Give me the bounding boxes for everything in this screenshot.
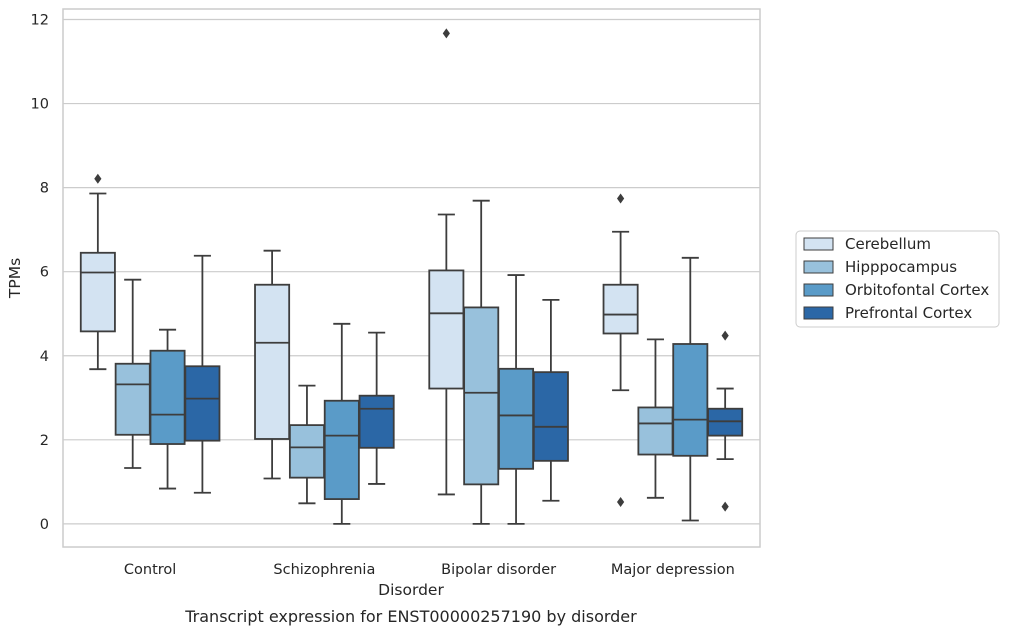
box-plot <box>149 328 186 490</box>
box-iqr <box>184 365 221 442</box>
legend-swatch <box>803 283 834 297</box>
y-tick-label: 8 <box>40 181 49 197</box>
y-axis-ticks: 0 2 4 6 8 10 12 <box>31 13 49 533</box>
box-plot <box>672 256 709 522</box>
chart-caption: Transcript expression for ENST0000025719… <box>184 607 637 626</box>
x-axis-label: Disorder <box>378 581 444 599</box>
legend-label: Orbitofontal Cortex <box>845 281 989 299</box>
box-iqr <box>602 283 639 335</box>
legend-swatch <box>803 306 834 320</box>
box-iqr <box>149 349 186 445</box>
box-plot <box>532 298 569 502</box>
x-tick-label: Control <box>124 562 176 578</box>
y-tick-label: 12 <box>31 13 49 29</box>
legend-items: Cerebellum Hipppocampus Orbitofontal Corte… <box>803 235 989 322</box>
plot-frame <box>62 8 761 548</box>
legend-label: Prefrontal Cortex <box>845 304 972 322</box>
y-axis-label: TPMs <box>6 258 24 299</box>
box-plot <box>288 384 325 505</box>
box-iqr <box>532 371 569 462</box>
box-plot <box>79 173 116 371</box>
legend-label: Cerebellum <box>845 235 931 253</box>
box-plot <box>637 338 674 499</box>
legend-swatch <box>803 260 834 274</box>
box-plot <box>498 274 535 525</box>
y-tick-label: 6 <box>40 265 49 281</box>
y-tick-label: 0 <box>40 517 49 533</box>
outlier-point <box>442 28 450 39</box>
legend: Cerebellum Hipppocampus Orbitofontal Corte… <box>795 230 1000 328</box>
x-tick-label: Bipolar disorder <box>441 562 556 578</box>
outlier-point <box>617 497 625 508</box>
box-iqr <box>498 367 535 470</box>
box-plot <box>707 330 744 512</box>
box-iqr <box>358 394 395 449</box>
box-iqr <box>672 343 709 457</box>
box-plot <box>602 193 639 508</box>
box-iqr <box>463 306 500 486</box>
box-plot <box>428 28 465 496</box>
x-tick-label: Major depression <box>611 562 735 578</box>
box-iqr <box>254 283 291 440</box>
legend-label: Hipppocampus <box>845 258 957 276</box>
box-plot <box>463 199 500 525</box>
y-tick-label: 4 <box>40 349 49 365</box>
outlier-point <box>617 193 625 204</box>
y-tick-label: 2 <box>40 433 49 449</box>
x-axis-ticks: Control Schizophrenia Bipolar disorder Majo… <box>124 562 735 578</box>
legend-frame <box>795 230 1000 328</box>
outlier-point <box>721 501 729 512</box>
outlier-point <box>721 330 729 341</box>
box-iqr <box>114 362 151 436</box>
box-iqr <box>323 399 360 500</box>
y-tick-label: 10 <box>31 97 49 113</box>
box-iqr <box>637 406 674 456</box>
x-tick-label: Schizophrenia <box>273 562 375 578</box>
box-plot <box>323 322 360 525</box>
box-plot <box>254 249 291 480</box>
outlier-point <box>94 173 102 184</box>
box-iqr <box>428 269 465 390</box>
box-iqr <box>79 251 116 333</box>
box-plots <box>79 28 744 525</box>
legend-swatch <box>803 237 834 251</box>
box-plot <box>184 254 221 494</box>
box-iqr <box>288 424 325 479</box>
box-plot <box>114 278 151 469</box>
box-plot <box>358 331 395 485</box>
